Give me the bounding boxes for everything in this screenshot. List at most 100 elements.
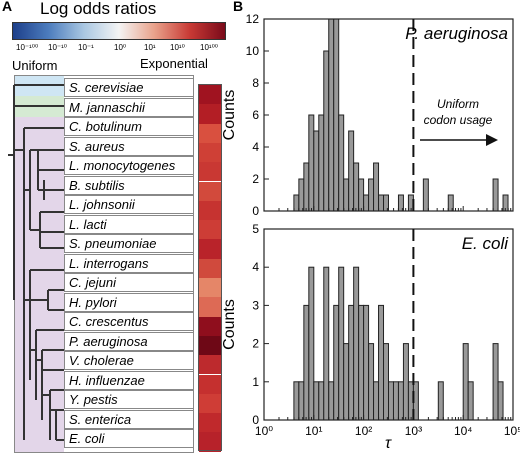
histogram-bar [298,381,305,421]
y-tick-label: 3 [252,298,259,312]
y-axis-label: Counts [221,90,238,141]
panel-b-letter: B [233,0,244,14]
x-tick-label: 10⁵ [504,424,520,438]
annotation-line: codon usage [424,113,493,127]
plot-title: E. coli [462,234,510,253]
x-axis-label: τ [385,435,392,452]
y-tick-label: 0 [252,413,259,427]
histogram-bar [467,381,474,421]
x-tick-label: 10⁴ [454,424,473,438]
histogram-bar [343,343,350,421]
histogram-bar [318,114,325,212]
panel-a-letter: A [2,0,13,14]
heatmap-cell [199,220,221,240]
histogram-bar [308,266,315,421]
histogram-bar [353,162,360,212]
heatmap-cell [199,335,221,356]
colorbar-tick-label: 10¹⁰⁰ [200,43,218,52]
y-tick-label: 4 [252,140,259,154]
species-label: S. enterica [64,409,194,429]
heatmap-frame [198,84,222,451]
histogram-bar [378,304,385,421]
species-label: H. influenzae [64,370,194,390]
species-label: M. jannaschii [64,97,194,117]
histogram-bar [492,178,499,212]
heatmap-cell [199,200,221,221]
histogram-bar [397,381,404,421]
plot-frame [263,228,514,421]
y-tick-label: 8 [252,76,259,90]
heatmap-cell [199,142,221,163]
phylogenetic-tree [8,84,64,441]
x-tick-label: 10³ [405,424,422,438]
histogram-bar [363,304,370,421]
histogram-bar [373,162,380,212]
histogram-bar [437,381,444,421]
histogram-bar [373,381,380,421]
y-tick-label: 6 [252,108,259,122]
histogram-bar [348,304,355,421]
heatmap-cell [199,316,221,336]
histogram-bar [363,194,370,212]
y-tick-label: 4 [252,260,259,274]
histogram-bar [323,266,330,421]
histogram-bar [313,381,320,421]
colorbar-tick-label: 10¹ [144,43,156,52]
species-label: P. aeruginosa [64,331,194,351]
histogram-bar [293,194,300,212]
heatmap-cell [199,413,221,433]
colorbar-tick-label: 10⁻¹⁰ [48,43,67,52]
histogram-bar [323,50,330,212]
heatmap-cell [199,181,221,201]
species-label: E. coli [64,429,194,448]
species-label: C. botulinum [64,117,194,136]
heatmap-cell [199,239,221,259]
species-label: B. subtilis [64,175,194,195]
histogram-bar [497,381,504,421]
histogram-bar [298,178,305,212]
histogram-bar [343,178,350,212]
heatmap-cell [199,162,221,182]
histogram-bar [338,114,345,212]
y-axis-label: Counts [221,299,238,350]
species-label: S. pneumoniae [64,234,194,253]
histogram-bar [303,162,310,212]
colorbar-tick-label: 10¹⁰ [170,43,185,52]
histogram-bar [358,178,365,212]
histogram-bar [388,381,394,421]
arrow-head-icon [486,134,498,146]
colorbar [12,22,226,40]
y-tick-label: 12 [246,12,260,26]
x-tick-label: 10² [355,424,372,438]
histogram-bar [348,130,355,212]
histogram-bar [338,266,345,421]
heatmap-cell [199,258,221,278]
heatmap-cell [199,355,221,375]
exponential-label: Exponential [140,56,208,71]
histogram-bar [328,381,335,421]
heatmap-cell [199,297,221,317]
x-tick-label: 10⁰ [255,424,273,438]
species-label: H. pylori [64,292,194,312]
y-tick-label: 2 [252,337,259,351]
histogram-bar [318,381,325,421]
histogram-bar [392,381,399,421]
species-label: L. johnsonii [64,195,194,214]
heatmap-cell [199,85,221,105]
plot-title: P. aeruginosa [405,24,508,43]
histogram-bar [333,18,340,212]
histogram-bar [368,343,375,421]
histogram-bar [402,343,409,421]
heatmap-cell [199,432,221,452]
histogram-bar [333,304,340,421]
heatmap-cell [199,393,221,414]
histogram-bar [422,178,429,212]
heatmap-cell [199,123,221,143]
colorbar-tick-label: 10⁻¹⁰⁰ [16,43,39,52]
species-label: S. aureus [64,136,194,156]
annotation-line: Uniform [437,97,479,111]
species-label: C. crescentus [64,312,194,331]
uniform-label: Uniform [12,58,58,73]
histogram-bar [293,381,300,421]
